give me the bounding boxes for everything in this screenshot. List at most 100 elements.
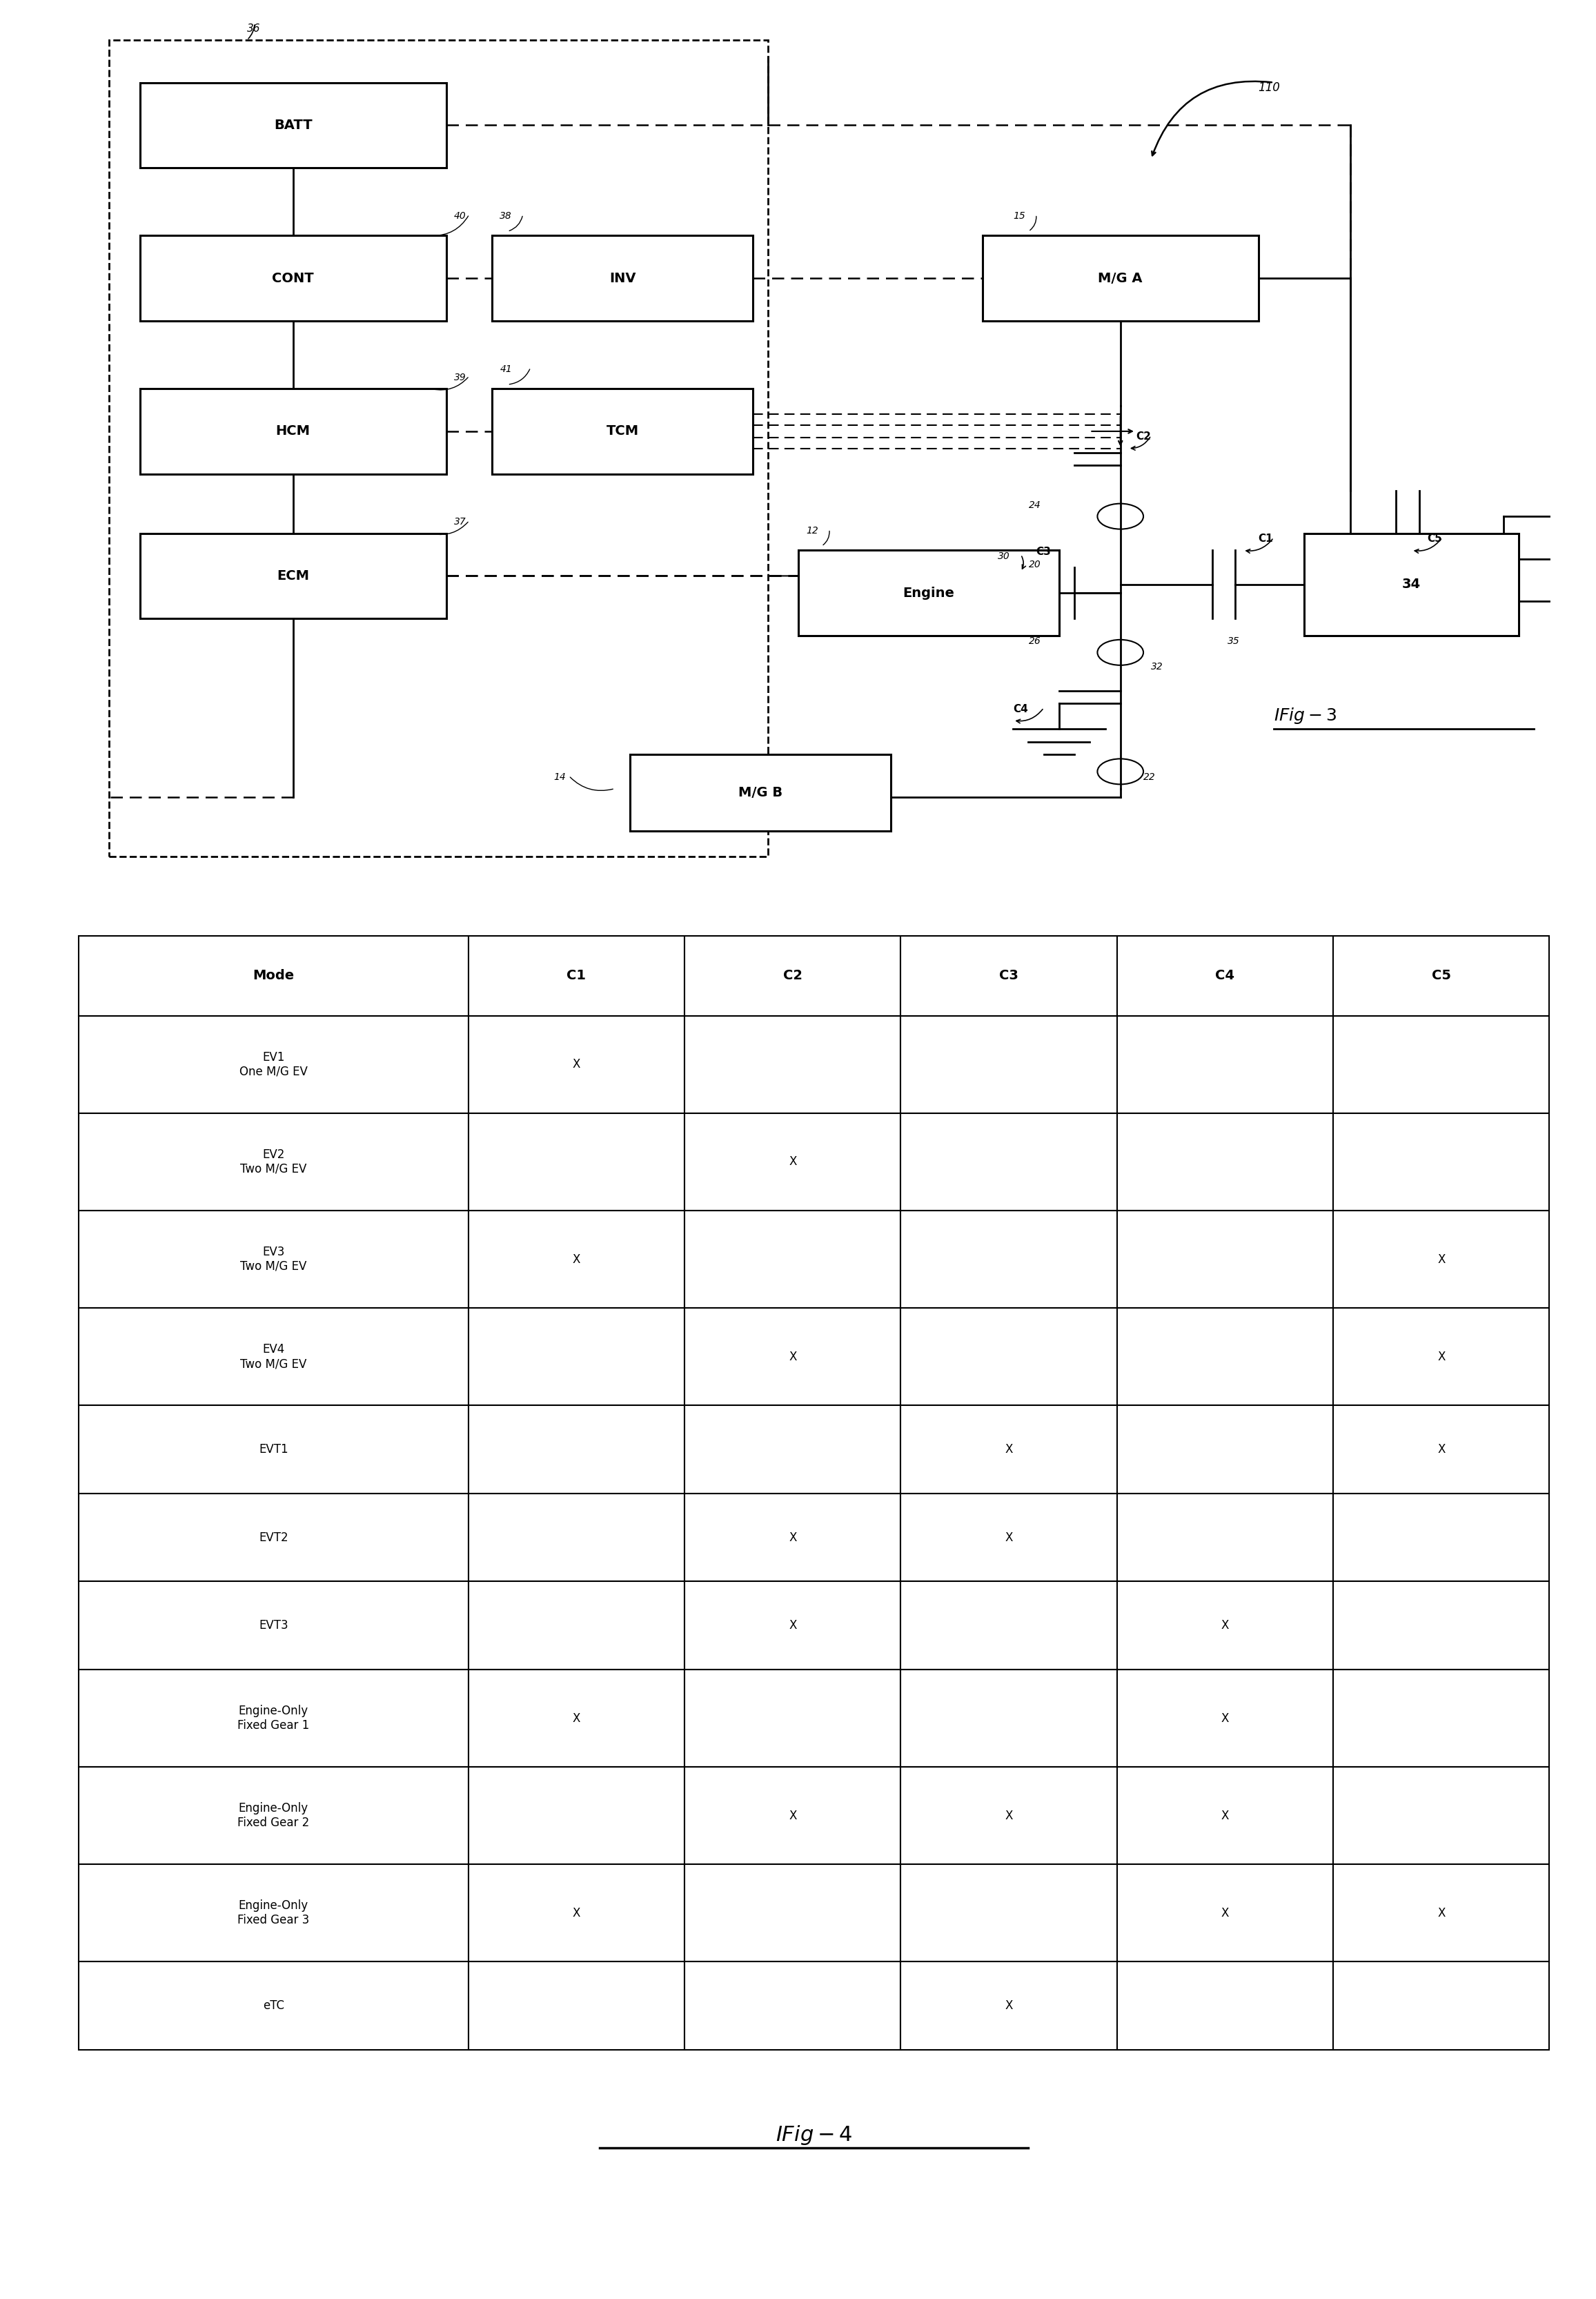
Text: EVT1: EVT1 bbox=[259, 1444, 289, 1455]
Text: 41: 41 bbox=[500, 363, 512, 375]
Bar bbox=[685, 1308, 900, 1405]
Bar bbox=[140, 533, 447, 618]
Bar bbox=[468, 1113, 685, 1212]
Text: 12: 12 bbox=[806, 526, 819, 536]
Bar bbox=[140, 83, 447, 168]
Bar bbox=[1117, 1961, 1333, 2051]
Text: X: X bbox=[1438, 1444, 1446, 1455]
Text: X: X bbox=[1005, 1809, 1013, 1821]
Bar bbox=[78, 1212, 468, 1308]
Bar bbox=[1117, 1113, 1333, 1212]
Bar bbox=[78, 1961, 468, 2051]
Bar bbox=[798, 549, 1060, 635]
Bar bbox=[1117, 1864, 1333, 1961]
Bar bbox=[900, 1212, 1117, 1308]
Text: M/G B: M/G B bbox=[739, 786, 782, 800]
Text: Engine-Only
Fixed Gear 2: Engine-Only Fixed Gear 2 bbox=[238, 1802, 310, 1830]
Text: 35: 35 bbox=[1227, 637, 1240, 646]
Text: X: X bbox=[1221, 1713, 1229, 1724]
Bar bbox=[468, 1494, 685, 1582]
Bar bbox=[1117, 1016, 1333, 1113]
Bar bbox=[78, 1768, 468, 1864]
Text: EV2
Two M/G EV: EV2 Two M/G EV bbox=[239, 1150, 306, 1175]
Bar bbox=[1117, 936, 1333, 1016]
Text: C2: C2 bbox=[1136, 432, 1151, 441]
Text: EVT2: EVT2 bbox=[259, 1531, 289, 1543]
Text: M/G A: M/G A bbox=[1098, 271, 1143, 285]
Bar bbox=[78, 1669, 468, 1768]
Bar bbox=[900, 1308, 1117, 1405]
Text: 110: 110 bbox=[1258, 80, 1280, 94]
Bar bbox=[468, 1961, 685, 2051]
Bar bbox=[1333, 936, 1550, 1016]
Text: C2: C2 bbox=[784, 970, 803, 982]
Bar bbox=[468, 1864, 685, 1961]
Text: EVT3: EVT3 bbox=[259, 1618, 289, 1632]
Bar bbox=[78, 1405, 468, 1494]
Text: 30: 30 bbox=[998, 552, 1010, 561]
Text: ECM: ECM bbox=[276, 570, 310, 582]
Bar bbox=[685, 1669, 900, 1768]
Text: X: X bbox=[1005, 1444, 1013, 1455]
Bar bbox=[900, 1961, 1117, 2051]
Bar bbox=[685, 1768, 900, 1864]
Bar bbox=[900, 1768, 1117, 1864]
Bar bbox=[1117, 1308, 1333, 1405]
Text: 36: 36 bbox=[247, 23, 260, 34]
Bar bbox=[900, 1494, 1117, 1582]
Text: X: X bbox=[788, 1618, 796, 1632]
Bar bbox=[109, 39, 768, 858]
Bar bbox=[1333, 1113, 1550, 1212]
Bar bbox=[900, 936, 1117, 1016]
Text: 34: 34 bbox=[1403, 577, 1420, 591]
Text: Mode: Mode bbox=[252, 970, 294, 982]
Text: EV1
One M/G EV: EV1 One M/G EV bbox=[239, 1051, 308, 1078]
Text: X: X bbox=[573, 1713, 581, 1724]
Bar bbox=[630, 754, 891, 832]
Text: X: X bbox=[1438, 1350, 1446, 1363]
Text: C3: C3 bbox=[1036, 547, 1052, 556]
Text: X: X bbox=[788, 1350, 796, 1363]
Text: Engine: Engine bbox=[903, 586, 954, 600]
Text: C5: C5 bbox=[1427, 533, 1441, 545]
Text: 20: 20 bbox=[1028, 559, 1041, 570]
Bar bbox=[468, 1308, 685, 1405]
Bar bbox=[900, 1405, 1117, 1494]
Bar bbox=[468, 1212, 685, 1308]
Bar bbox=[685, 1212, 900, 1308]
Bar bbox=[78, 1308, 468, 1405]
Bar bbox=[685, 1494, 900, 1582]
Bar bbox=[78, 1582, 468, 1669]
Bar bbox=[492, 389, 753, 474]
Bar bbox=[1333, 1669, 1550, 1768]
Text: C3: C3 bbox=[999, 970, 1018, 982]
Text: EV4
Two M/G EV: EV4 Two M/G EV bbox=[239, 1343, 306, 1370]
Text: EV3
Two M/G EV: EV3 Two M/G EV bbox=[239, 1246, 306, 1274]
Text: X: X bbox=[788, 1809, 796, 1821]
Text: X: X bbox=[788, 1531, 796, 1543]
Text: X: X bbox=[573, 1906, 581, 1920]
Bar bbox=[1117, 1669, 1333, 1768]
Text: 24: 24 bbox=[1028, 501, 1041, 510]
Text: CONT: CONT bbox=[271, 271, 314, 285]
Text: 39: 39 bbox=[453, 372, 466, 382]
Bar bbox=[1117, 1405, 1333, 1494]
Bar bbox=[468, 1768, 685, 1864]
Bar bbox=[78, 1494, 468, 1582]
Text: C5: C5 bbox=[1432, 970, 1451, 982]
Text: C1: C1 bbox=[567, 970, 586, 982]
Bar bbox=[468, 1582, 685, 1669]
Text: X: X bbox=[1221, 1906, 1229, 1920]
Text: X: X bbox=[1005, 1531, 1013, 1543]
Text: Engine-Only
Fixed Gear 1: Engine-Only Fixed Gear 1 bbox=[238, 1706, 310, 1731]
Text: 38: 38 bbox=[500, 212, 512, 221]
Text: 32: 32 bbox=[1151, 662, 1163, 671]
Bar bbox=[140, 237, 447, 322]
Bar bbox=[900, 1864, 1117, 1961]
Text: X: X bbox=[1005, 2000, 1013, 2012]
Bar bbox=[900, 1016, 1117, 1113]
Bar bbox=[1333, 1494, 1550, 1582]
Bar bbox=[1333, 1864, 1550, 1961]
Text: X: X bbox=[1221, 1618, 1229, 1632]
Bar bbox=[468, 1016, 685, 1113]
